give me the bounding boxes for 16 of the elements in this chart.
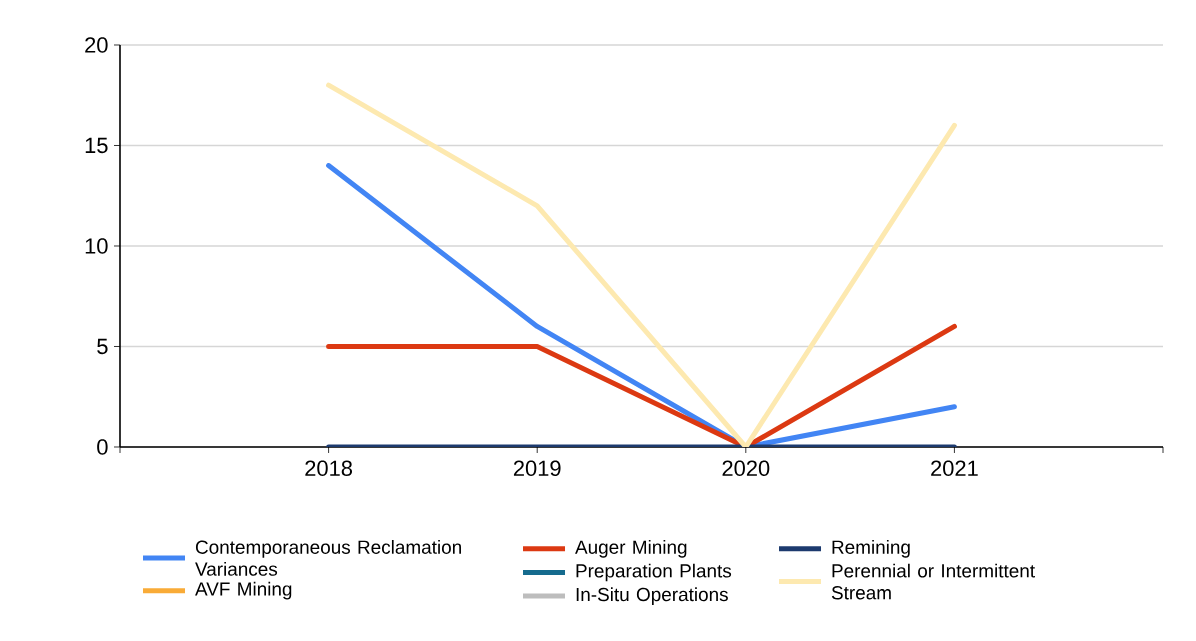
x-tick-label: 2021	[931, 460, 978, 477]
legend-label: Perennial or Intermittent Stream	[831, 563, 1035, 600]
x-tick-label: 2020	[722, 460, 770, 477]
y-tick-label: 10	[85, 238, 108, 254]
legend-label: In-Situ Operations	[576, 587, 728, 605]
legend-label: AVF Mining	[195, 581, 292, 600]
legend-label: Auger Mining	[575, 540, 687, 558]
x-tick-label: 2019	[513, 460, 561, 477]
legend-label: Preparation Plants	[576, 563, 732, 582]
legend-label: Remining	[832, 540, 910, 558]
y-tick-label: 15	[85, 137, 108, 154]
y-tick-label: 0	[97, 439, 108, 455]
x-tick-label: 2018	[305, 460, 353, 477]
legend-label: Contemporaneous Reclamation Variances	[195, 540, 461, 576]
y-tick-label: 20	[85, 37, 108, 53]
y-tick-label: 5	[97, 338, 108, 355]
